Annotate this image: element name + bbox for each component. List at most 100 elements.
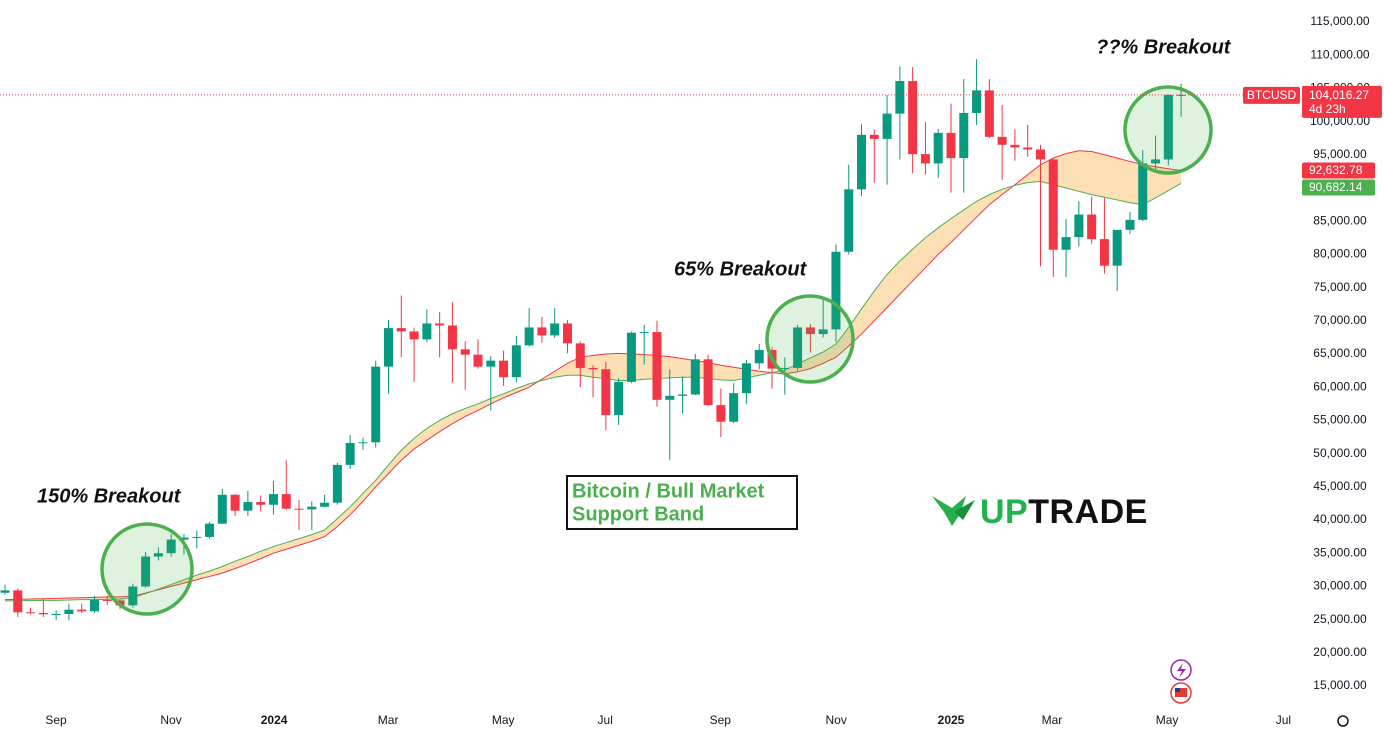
candle-body	[1061, 237, 1071, 250]
band-tag	[1302, 179, 1375, 196]
candle-body	[473, 354, 483, 367]
band-value-label: 90,682.14	[1309, 180, 1363, 194]
candle-body	[1176, 94, 1186, 96]
candle-body	[869, 134, 879, 139]
y-tick-label: 65,000.00	[1313, 346, 1367, 360]
y-tick-label: 115,000.00	[1310, 14, 1369, 28]
candle-body	[882, 113, 892, 139]
candle-body	[741, 363, 751, 394]
candle-body	[1112, 229, 1122, 266]
candle-body	[486, 360, 496, 367]
candle-body	[384, 328, 394, 367]
x-tick-label: 2024	[261, 713, 288, 727]
candle-body	[997, 136, 1007, 145]
candle-body	[614, 381, 624, 416]
candle-body	[38, 612, 48, 615]
candle-body	[626, 332, 636, 382]
settings-icon[interactable]	[1337, 715, 1349, 727]
y-tick-label: 70,000.00	[1313, 313, 1367, 327]
candle-body	[537, 327, 547, 336]
candle-body	[0, 590, 10, 593]
y-tick-label: 85,000.00	[1313, 213, 1367, 227]
highlight-circle	[765, 294, 855, 384]
candle-body	[1087, 214, 1097, 240]
candle-body	[460, 349, 470, 355]
candle-body	[716, 405, 726, 422]
icon	[1175, 688, 1187, 697]
annotation: 150% Breakout	[37, 485, 182, 507]
candle-body	[805, 327, 815, 335]
candle-body	[601, 369, 611, 416]
logo-icon	[954, 500, 975, 520]
candle-body	[89, 600, 99, 612]
candle-body	[588, 367, 598, 370]
price-tag	[1302, 85, 1382, 118]
candle-body	[550, 323, 560, 336]
candle-body	[77, 609, 87, 612]
candle-body	[435, 323, 445, 326]
candle-body	[294, 508, 304, 510]
candle-body	[652, 332, 662, 400]
symbol-tag	[1243, 86, 1300, 104]
highlight-circle	[100, 522, 194, 616]
candle-body	[447, 325, 457, 350]
candle-body	[1125, 219, 1135, 230]
highlight-circle	[1123, 85, 1213, 175]
candle-body	[51, 613, 61, 615]
candle-body	[1048, 159, 1058, 250]
candle-body	[230, 494, 240, 511]
candle-body	[268, 494, 278, 505]
candle-body	[933, 132, 943, 164]
logo: UPTRADE	[932, 493, 1147, 531]
band-note: Support Band	[572, 503, 704, 525]
candle-body	[422, 323, 432, 340]
x-tick-label: Sep	[710, 713, 732, 727]
x-tick-label: Jul	[1276, 713, 1291, 727]
candle-body	[524, 327, 534, 346]
candle-body	[511, 345, 521, 378]
x-tick-label: 2025	[938, 713, 965, 727]
candle-body	[243, 502, 253, 511]
candle-body	[307, 506, 317, 510]
icon	[1177, 663, 1186, 678]
candle-body	[562, 323, 572, 344]
annotation: ??% Breakout	[1096, 36, 1232, 58]
candle-body	[920, 154, 930, 164]
candle-body	[908, 81, 918, 155]
y-tick-label: 30,000.00	[1313, 579, 1367, 593]
candle-body	[115, 600, 125, 606]
y-tick-label: 95,000.00	[1313, 147, 1367, 161]
y-tick-label: 45,000.00	[1313, 479, 1367, 493]
candle-body	[1010, 144, 1020, 148]
candle-body	[179, 537, 189, 540]
candle-body	[959, 112, 969, 159]
band-tag	[1302, 162, 1375, 179]
candle-body	[281, 494, 291, 509]
candle-body	[665, 395, 675, 400]
candle-body	[102, 600, 112, 602]
candle-body	[729, 393, 739, 422]
y-tick-label: 20,000.00	[1313, 645, 1367, 659]
candle-body	[793, 327, 803, 368]
candle-body	[844, 189, 854, 252]
x-tick-label: May	[492, 713, 515, 727]
annotation: 65% Breakout	[674, 258, 808, 280]
candle-body	[639, 332, 649, 334]
y-tick-label: 15,000.00	[1313, 678, 1367, 692]
candle-body	[13, 590, 23, 613]
y-tick-label: 25,000.00	[1313, 612, 1367, 626]
candle-body	[895, 81, 905, 114]
candle-body	[1074, 214, 1084, 238]
candle-body	[818, 329, 828, 335]
candle-body	[217, 494, 227, 524]
icon	[1175, 688, 1180, 692]
band-note: Bitcoin / Bull Market	[572, 480, 765, 502]
candle-body	[780, 367, 790, 369]
candle-body	[1099, 239, 1109, 266]
candle-body	[1138, 163, 1148, 220]
candle-body	[575, 343, 585, 368]
candle-body	[256, 502, 266, 505]
countdown: 4d 23h	[1309, 102, 1346, 116]
y-tick-label: 35,000.00	[1313, 545, 1367, 559]
